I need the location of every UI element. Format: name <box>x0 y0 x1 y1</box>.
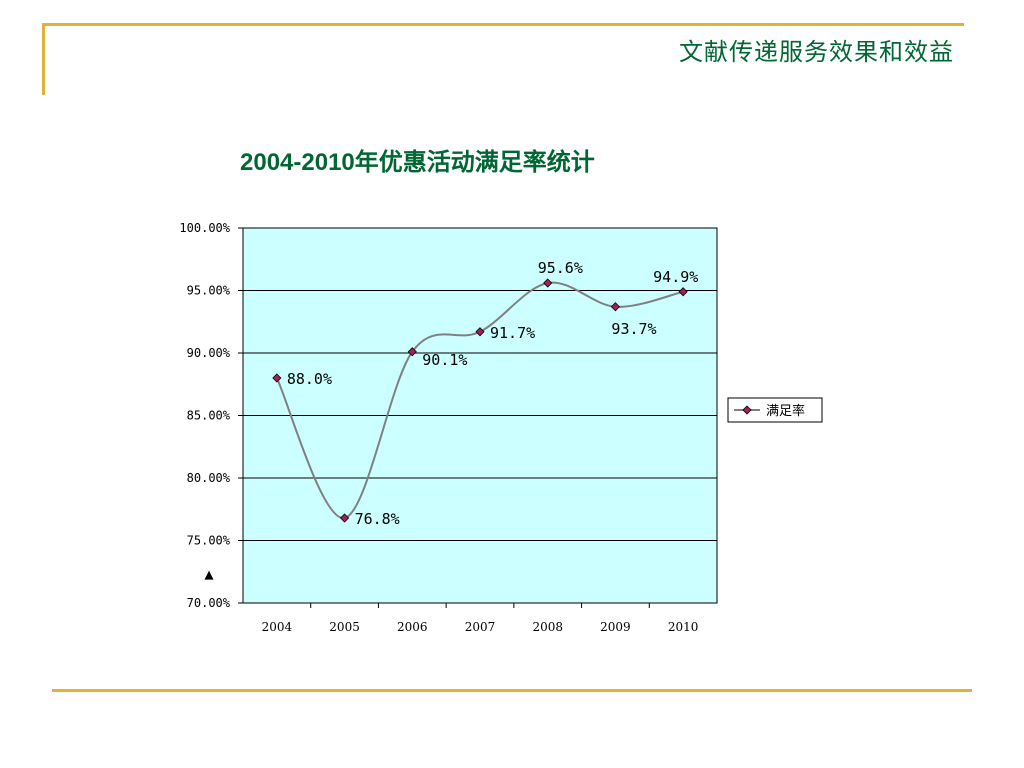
left-rule <box>42 23 45 95</box>
series-markers <box>272 278 688 523</box>
x-tick-label: 2004 <box>262 620 293 634</box>
bottom-rule <box>52 689 972 692</box>
legend-label: 满足率 <box>766 403 805 419</box>
data-labels: 88.0% 76.8% 90.1% 91.7% 95.6% 93.7% 94.9% <box>287 259 698 528</box>
x-tick-label: 2006 <box>397 620 428 634</box>
chart-title: 2004-2010年优惠活动满足率统计 <box>240 149 595 176</box>
x-tick-label: 2007 <box>465 620 496 634</box>
x-tick-label: 2010 <box>668 620 699 634</box>
data-point-marker <box>272 373 282 383</box>
data-label: 95.6% <box>538 259 583 277</box>
data-label: 76.8% <box>355 510 400 528</box>
y-tick-label: 70.00% <box>187 596 231 610</box>
top-rule <box>42 23 964 26</box>
data-label: 91.7% <box>490 324 535 342</box>
data-point-marker <box>678 287 688 297</box>
data-point-marker <box>610 302 620 312</box>
y-axis-ticks: 100.00% 95.00% 90.00% 85.00% 80.00% 75.00% 70.… <box>179 221 243 610</box>
y-tick-label: 80.00% <box>187 471 231 485</box>
data-label: 88.0% <box>287 370 332 388</box>
x-tick-label: 2005 <box>329 620 360 634</box>
y-tick-label: 75.00% <box>187 534 231 548</box>
data-point-marker <box>543 278 553 288</box>
data-label: 94.9% <box>653 268 698 286</box>
annotation-triangle: ▲ <box>204 565 213 583</box>
x-axis-ticks: 2004 2005 2006 2007 2008 2009 2010 <box>262 603 699 634</box>
series-line <box>275 281 684 519</box>
grid-lines <box>243 290 717 541</box>
slide-title: 文献传递服务效果和效益 <box>679 38 954 66</box>
data-point-marker <box>340 513 350 523</box>
legend: 满足率 <box>727 397 823 423</box>
data-label: 93.7% <box>611 320 656 338</box>
data-label: 90.1% <box>422 351 467 369</box>
y-tick-label: 95.00% <box>187 284 231 298</box>
data-point-marker <box>407 347 417 357</box>
y-tick-label: 90.00% <box>187 346 231 360</box>
y-tick-label: 85.00% <box>187 409 231 423</box>
y-tick-label: 100.00% <box>179 221 230 235</box>
legend-marker <box>742 405 752 415</box>
x-tick-label: 2008 <box>532 620 563 634</box>
x-tick-label: 2009 <box>600 620 631 634</box>
data-point-marker <box>475 327 485 337</box>
